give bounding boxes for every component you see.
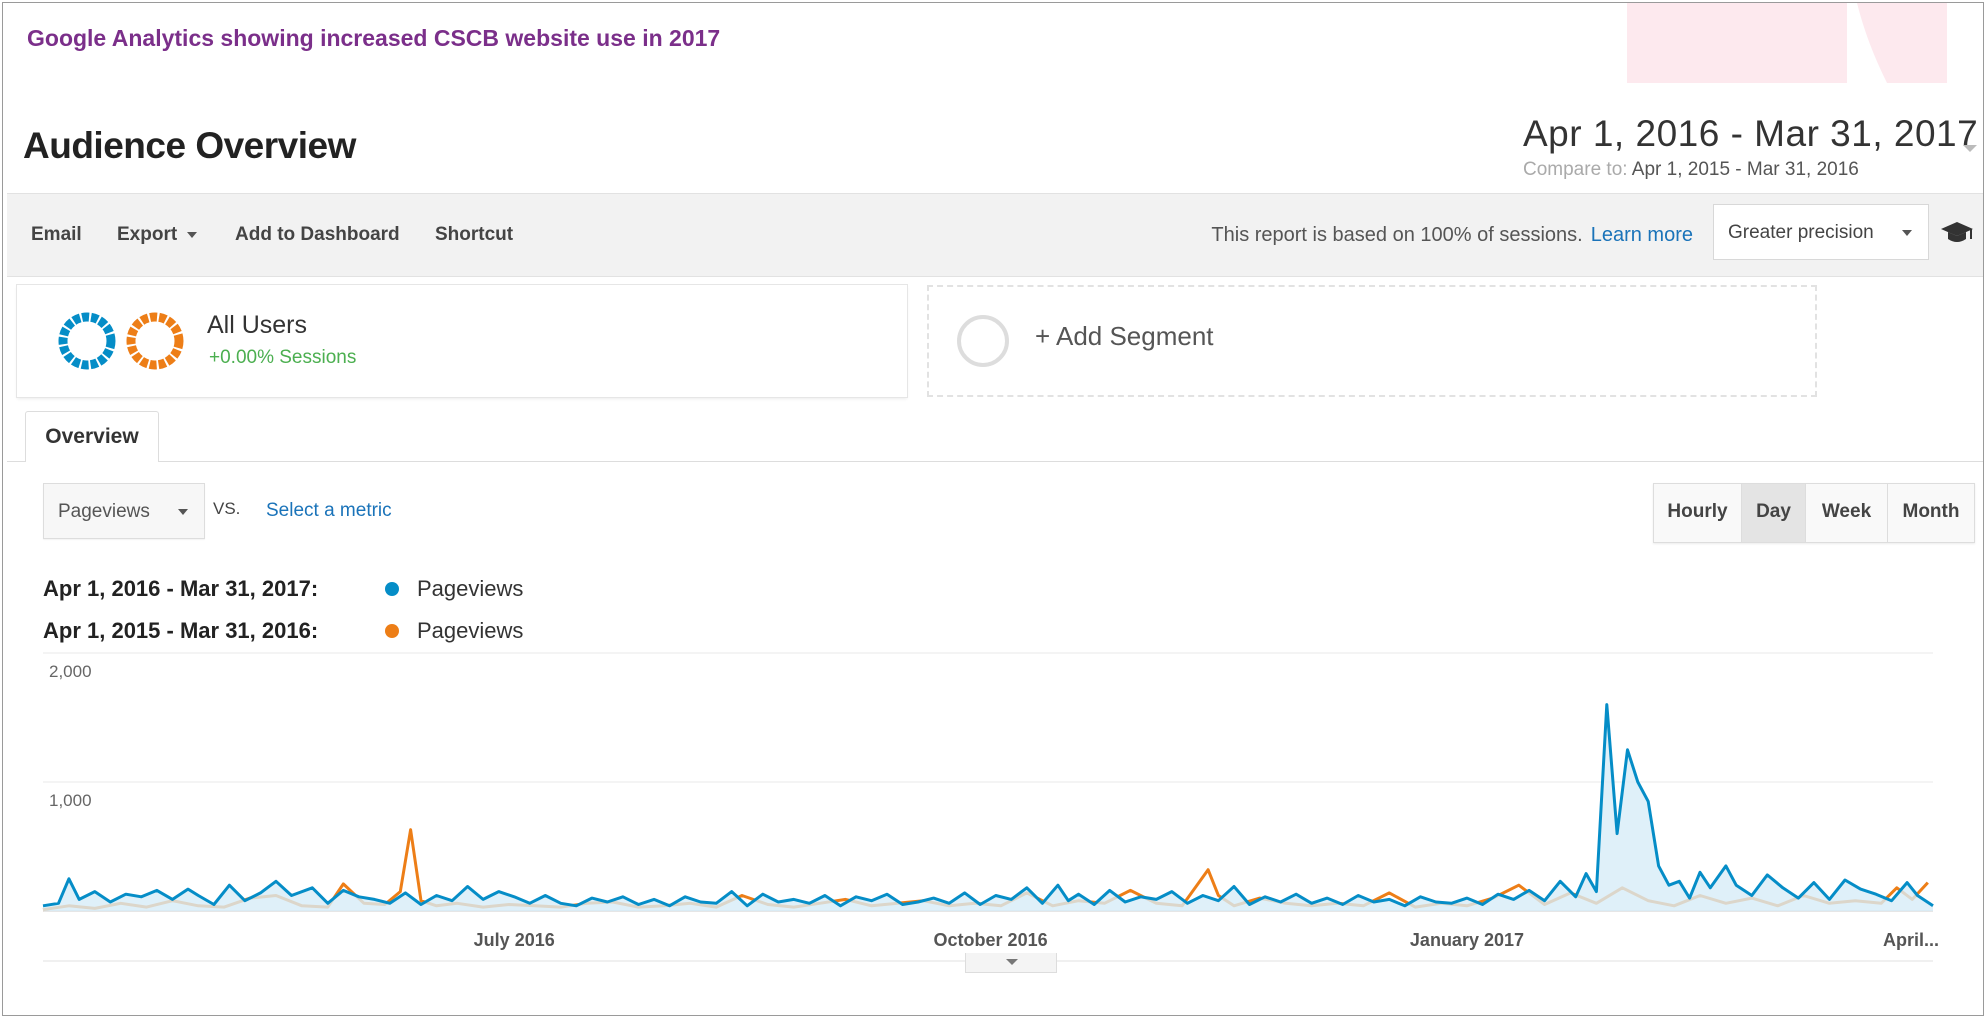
granularity-buttons: Hourly Day Week Month — [1653, 483, 1975, 543]
legend-current-period: Apr 1, 2016 - Mar 31, 2017: Pageviews — [43, 576, 603, 606]
date-range-picker[interactable]: Apr 1, 2016 - Mar 31, 2017 Compare to: A… — [1515, 111, 1978, 187]
hourly-button[interactable]: Hourly — [1654, 484, 1742, 542]
segment-all-users[interactable]: All Users +0.00% Sessions — [17, 285, 907, 397]
add-to-dashboard-button[interactable]: Add to Dashboard — [235, 224, 400, 245]
learn-more-link[interactable]: Learn more — [1590, 224, 1693, 246]
x-tick-label: July 2016 — [474, 930, 555, 950]
figure-caption: Google Analytics showing increased CSCB … — [27, 25, 721, 51]
legend-dot-orange-icon — [385, 624, 399, 638]
x-tick-label: October 2016 — [934, 930, 1048, 950]
export-label: Export — [117, 224, 178, 245]
day-button[interactable]: Day — [1742, 484, 1806, 542]
legend-range: Apr 1, 2016 - Mar 31, 2017: — [43, 576, 319, 601]
compare-label: Compare to: — [1523, 159, 1628, 180]
vs-label: VS. — [213, 499, 241, 518]
add-segment-label: + Add Segment — [1035, 321, 1214, 351]
compare-range: Compare to: Apr 1, 2015 - Mar 31, 2016 — [1523, 159, 1859, 181]
report-toolbar: Email Export Add to Dashboard Shortcut T… — [7, 193, 1983, 277]
chevron-down-icon — [187, 231, 198, 238]
brand-logo-watermark — [1627, 3, 1947, 83]
add-segment-button[interactable]: + Add Segment — [927, 285, 1817, 397]
chevron-down-icon — [1006, 959, 1018, 965]
x-tick-label: April... — [1883, 930, 1939, 950]
legend-label: Pageviews — [417, 618, 524, 643]
segment-donut-icon — [58, 312, 184, 370]
y-tick-label: 2,000 — [49, 662, 92, 681]
precision-value: Greater precision — [1728, 222, 1874, 243]
tab-divider — [7, 461, 1983, 462]
segment-title: All Users — [207, 311, 308, 339]
graduation-cap-icon[interactable] — [1939, 218, 1975, 248]
pageviews-chart: 2,000 1,000 July 2016 October 2016 January 2… — [42, 652, 1939, 962]
x-tick-label: January 2017 — [1410, 930, 1524, 950]
select-metric-link[interactable]: Select a metric — [266, 500, 392, 521]
add-segment-circle-icon — [957, 315, 1009, 367]
page-title: Audience Overview — [23, 125, 356, 166]
shortcut-button[interactable]: Shortcut — [435, 224, 514, 245]
legend-label: Pageviews — [417, 576, 524, 601]
month-button[interactable]: Month — [1902, 501, 1960, 522]
email-button[interactable]: Email — [31, 224, 82, 245]
sampling-note: This report is based on 100% of sessions… — [1211, 224, 1693, 247]
segment-sessions-delta: +0.00% Sessions — [209, 347, 357, 368]
sampling-note-text: This report is based on 100% of sessions… — [1211, 224, 1583, 246]
date-range-label: Apr 1, 2016 - Mar 31, 2017 — [1523, 113, 1979, 154]
legend-range: Apr 1, 2015 - Mar 31, 2016: — [43, 618, 319, 643]
legend-previous-period: Apr 1, 2015 - Mar 31, 2016: Pageviews — [43, 618, 603, 648]
chart-scroll-handle[interactable] — [965, 953, 1057, 973]
chevron-down-icon — [1902, 230, 1912, 236]
series-line-current — [42, 703, 1934, 908]
metric-value: Pageviews — [58, 501, 150, 522]
date-picker-caret-icon[interactable] — [1963, 145, 1977, 152]
legend-dot-blue-icon — [385, 582, 399, 596]
week-button[interactable]: Week — [1806, 484, 1888, 542]
tab-overview[interactable]: Overview — [25, 411, 159, 462]
export-button[interactable]: Export — [117, 224, 198, 246]
compare-range-value: Apr 1, 2015 - Mar 31, 2016 — [1631, 159, 1859, 180]
chevron-down-icon — [178, 509, 188, 515]
precision-dropdown[interactable]: Greater precision — [1713, 204, 1929, 260]
metric-dropdown[interactable]: Pageviews — [43, 483, 205, 539]
y-tick-label: 1,000 — [49, 791, 92, 810]
